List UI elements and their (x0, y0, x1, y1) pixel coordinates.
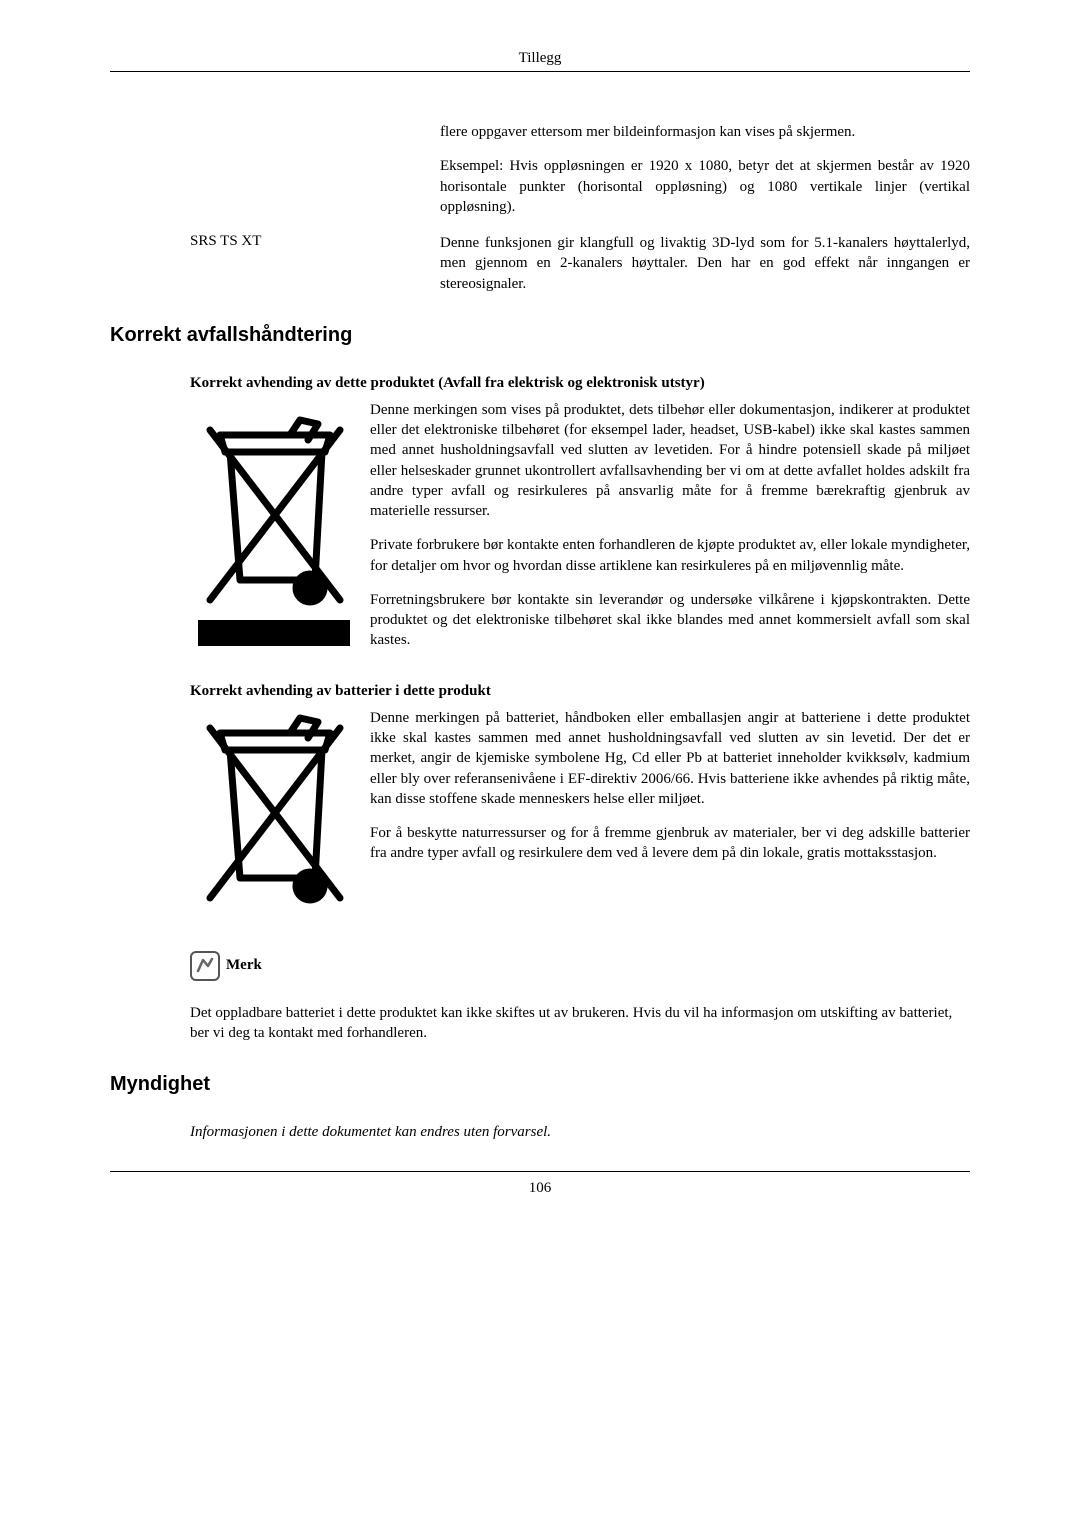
def-term-blank (190, 122, 440, 217)
note-label: Merk (226, 957, 262, 974)
def-term-srs: SRS TS XT (190, 233, 440, 294)
disposal-battery-title: Korrekt avhending av batterier i dette p… (190, 683, 970, 700)
page-footer: 106 (110, 1171, 970, 1197)
product-p3: Forretningsbrukere bør kontakte sin leve… (370, 590, 970, 651)
disposal-battery-block: Korrekt avhending av batterier i dette p… (190, 683, 970, 923)
note-icon (190, 951, 220, 981)
resolution-p2: Eksempel: Hvis oppløsningen er 1920 x 10… (440, 156, 970, 217)
product-p1: Denne merkingen som vises på produktet, … (370, 400, 970, 522)
heading-disposal: Korrekt avfallshåndtering (110, 324, 970, 347)
page-number: 106 (529, 1180, 552, 1196)
disposal-product-text: Denne merkingen som vises på produktet, … (370, 400, 970, 655)
page-header: Tillegg (110, 50, 970, 72)
heading-authority: Myndighet (110, 1073, 970, 1096)
product-p2: Private forbrukere bør kontakte enten fo… (370, 535, 970, 576)
weee-bin-icon (190, 400, 358, 655)
header-title: Tillegg (519, 50, 562, 66)
battery-p1: Denne merkingen på batteriet, håndboken … (370, 708, 970, 809)
disposal-product-title: Korrekt avhending av dette produktet (Av… (190, 375, 970, 392)
battery-p2: For å beskytte naturressurser og for å f… (370, 823, 970, 864)
note-text: Det oppladbare batteriet i dette produkt… (190, 1003, 970, 1044)
note-row: Merk (190, 951, 970, 981)
disposal-product-content: Denne merkingen som vises på produktet, … (190, 400, 970, 655)
battery-bin-icon (190, 708, 358, 923)
disposal-battery-content: Denne merkingen på batteriet, håndboken … (190, 708, 970, 923)
authority-text: Informasjonen i dette dokumentet kan end… (190, 1124, 970, 1141)
disposal-battery-text: Denne merkingen på batteriet, håndboken … (370, 708, 970, 923)
def-desc-resolution: flere oppgaver ettersom mer bildeinforma… (440, 122, 970, 217)
def-desc-srs: Denne funksjonen gir klangfull og livakt… (440, 233, 970, 294)
disposal-product-block: Korrekt avhending av dette produktet (Av… (190, 375, 970, 655)
resolution-p1: flere oppgaver ettersom mer bildeinforma… (440, 122, 970, 142)
def-row-resolution: flere oppgaver ettersom mer bildeinforma… (190, 122, 970, 217)
def-row-srs: SRS TS XT Denne funksjonen gir klangfull… (190, 233, 970, 294)
srs-desc: Denne funksjonen gir klangfull og livakt… (440, 233, 970, 294)
